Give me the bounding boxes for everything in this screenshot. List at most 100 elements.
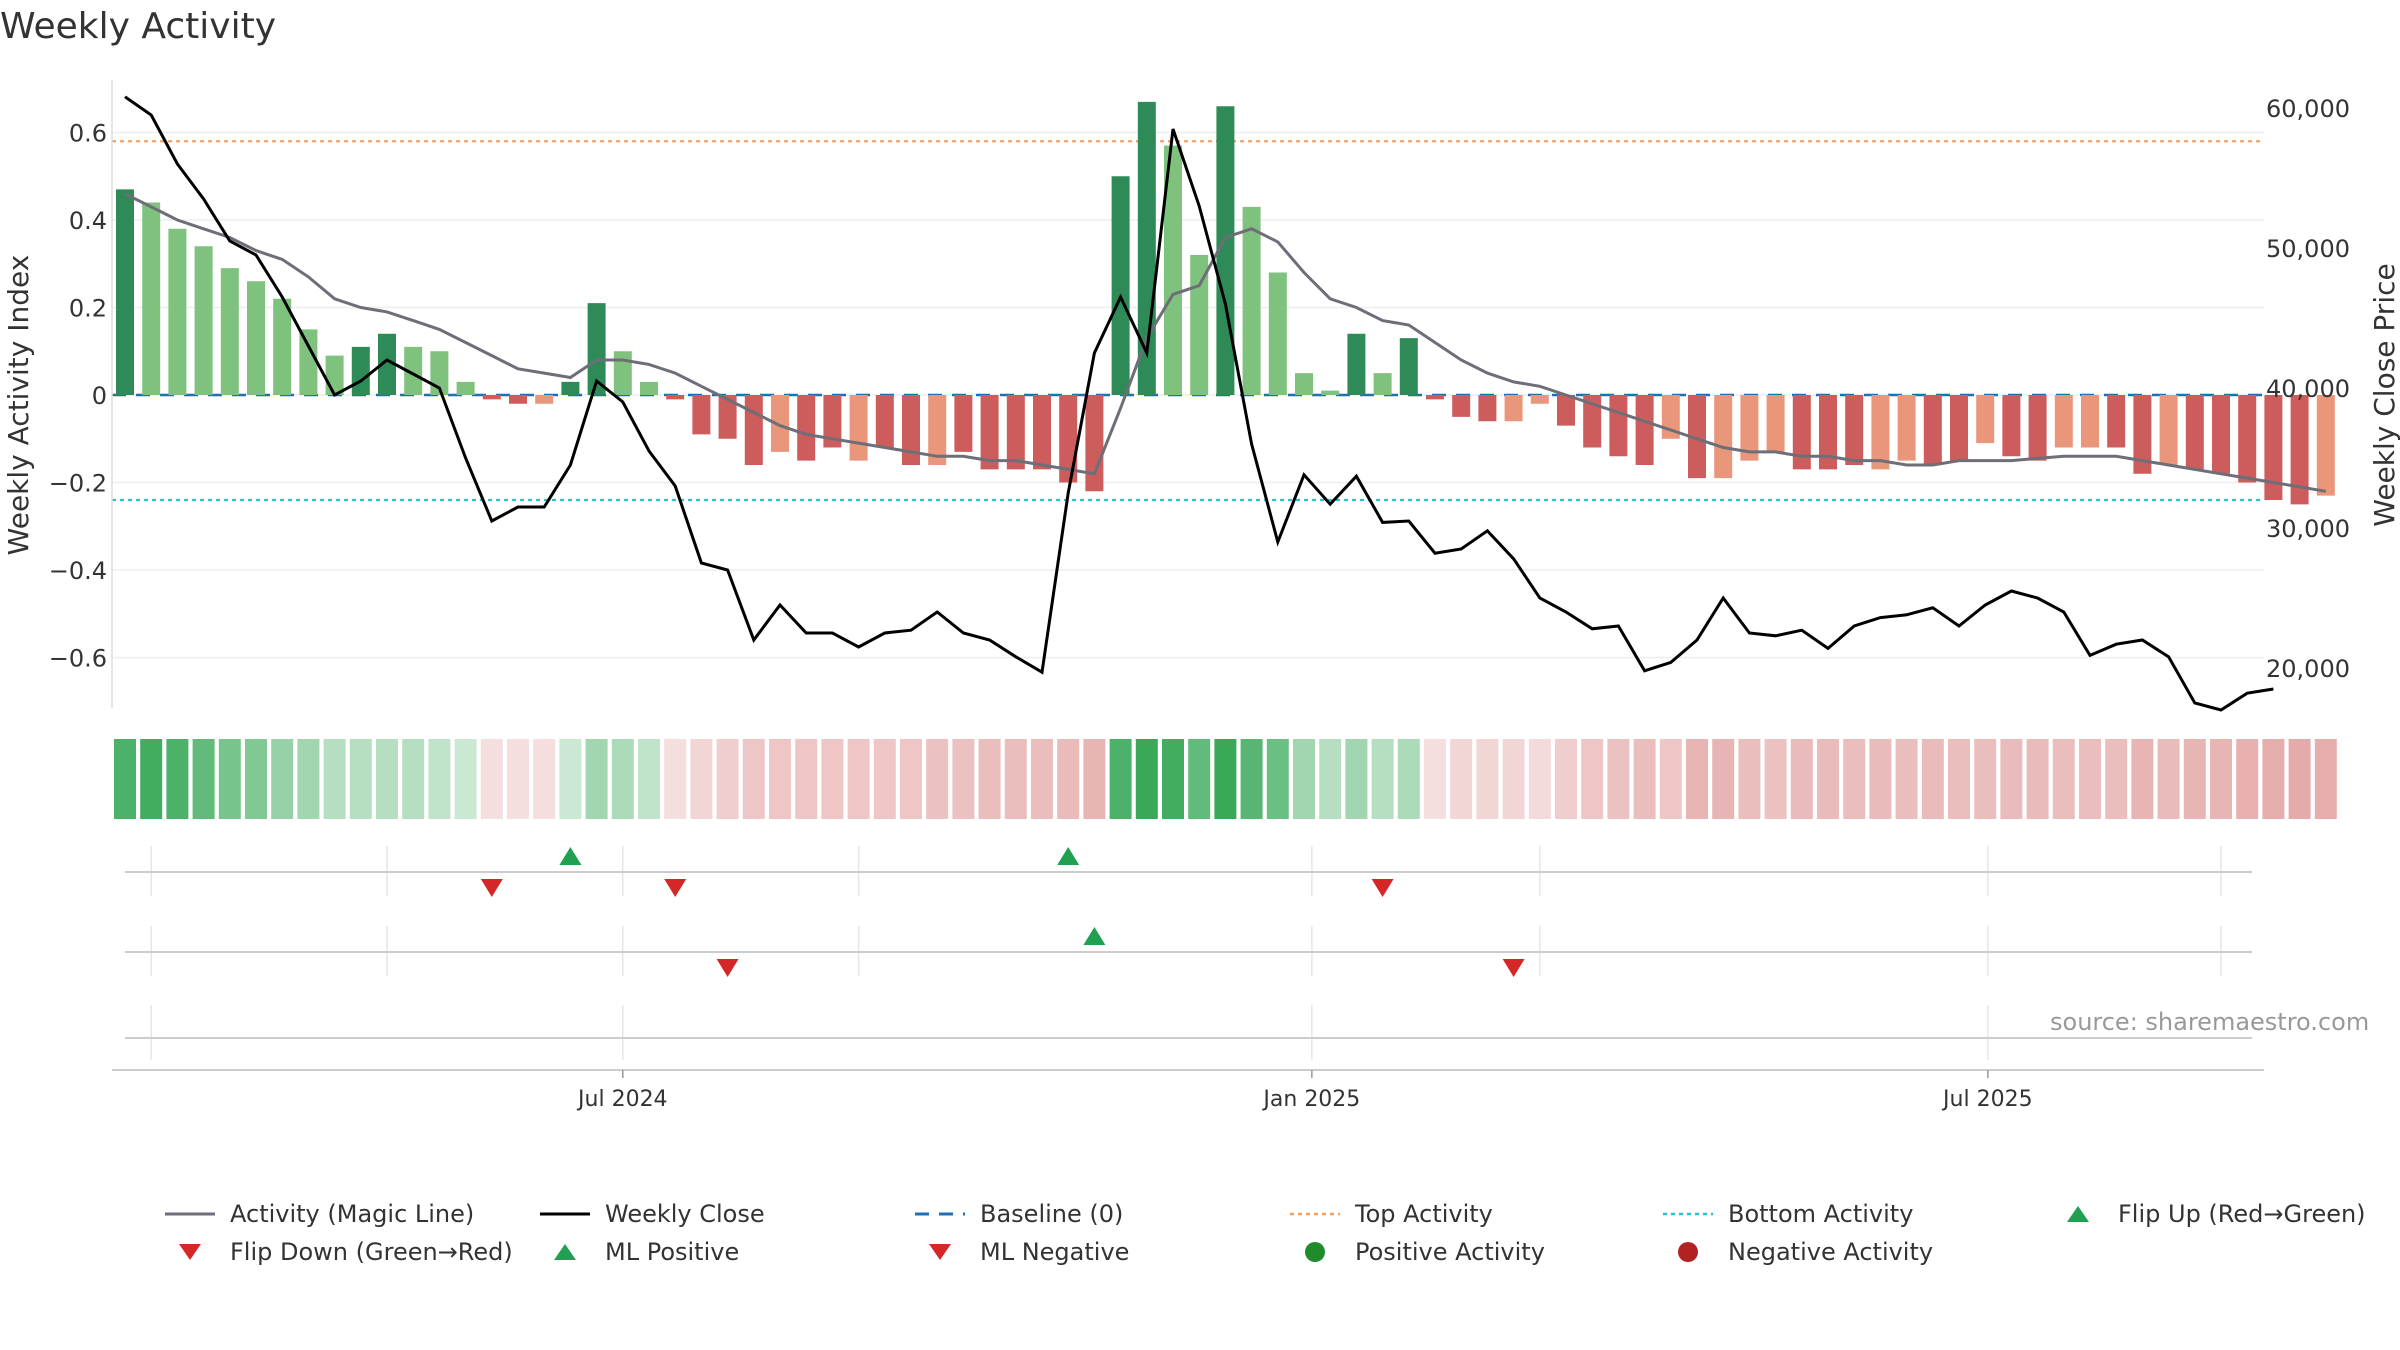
activity-bar — [1426, 395, 1444, 400]
activity-bar — [1819, 395, 1837, 470]
heat-cell — [192, 739, 215, 819]
axes: 0.6 0.4 0.2 0 −0.2 −0.4 −0.6 60,000 50,000 40,000… — [49, 80, 2350, 708]
activity-bar — [1295, 373, 1313, 395]
activity-bar — [2028, 395, 2047, 461]
activity-bar — [771, 395, 789, 452]
heat-cell — [978, 739, 1001, 819]
activity-bar — [954, 395, 973, 452]
activity-bar — [1766, 395, 1785, 452]
heat-cell — [1031, 739, 1053, 819]
y2-tick-label: 50,000 — [2266, 235, 2350, 263]
line-legend-icon — [540, 1212, 590, 1216]
heat-cell — [1109, 739, 1132, 819]
activity-bar — [1033, 395, 1051, 470]
activity-bar — [1268, 272, 1287, 395]
heat-cell — [1712, 739, 1735, 819]
heat-cell — [297, 739, 320, 819]
activity-bar — [718, 395, 737, 439]
heat-cell — [1135, 739, 1158, 819]
y-tick-label: −0.4 — [49, 557, 107, 585]
activity-bar — [1714, 395, 1733, 479]
activity-bar — [2054, 395, 2073, 448]
heat-cell — [1738, 739, 1761, 819]
x-tick-label: Jan 2025 — [1261, 1087, 1360, 1112]
activity-bar — [1452, 395, 1471, 417]
heat-cell — [847, 739, 870, 819]
heat-cell — [245, 739, 267, 819]
activity-bar — [378, 333, 396, 395]
legend-label: Flip Up (Red→Green) — [2118, 1200, 2366, 1228]
heat-cell — [2105, 739, 2128, 819]
activity-bar — [1242, 206, 1261, 395]
x-tick-label: Jul 2025 — [1941, 1087, 2033, 1112]
heat-cell — [1528, 739, 1551, 819]
activity-bar — [1006, 395, 1025, 470]
activity-bar — [1164, 145, 1182, 395]
heat-cell — [821, 739, 844, 819]
heat-cell — [1581, 739, 1604, 819]
activity-bar — [928, 395, 947, 465]
activity-bar — [902, 395, 920, 465]
legend-item: ML Negative — [910, 1238, 1129, 1266]
activity-bar — [744, 395, 763, 465]
heat-cell — [166, 739, 189, 819]
heat-cell — [664, 739, 687, 819]
activity-bar — [1504, 395, 1523, 422]
tri-up-legend-icon — [2067, 1206, 2089, 1222]
activity-bar — [1399, 338, 1418, 395]
heat-cell — [1502, 739, 1525, 819]
heat-cell — [2026, 739, 2049, 819]
heat-cell — [1633, 739, 1656, 819]
y-tick-label: 0.2 — [69, 295, 107, 323]
heat-cell — [1659, 739, 1682, 819]
heat-cell — [2052, 739, 2075, 819]
activity-bar — [1190, 255, 1209, 395]
heat-cell — [1764, 739, 1787, 819]
heat-cell — [1948, 739, 1970, 819]
heat-cell — [1057, 739, 1080, 819]
activity-bar — [1740, 395, 1759, 461]
activity-bar — [2185, 395, 2204, 470]
heat-cell — [218, 739, 241, 819]
legend-item: Negative Activity — [1658, 1238, 1933, 1266]
heat-cell — [1607, 739, 1630, 819]
chart-title: Weekly Activity — [0, 6, 277, 47]
series-lines — [124, 95, 2327, 712]
activity-bar — [1321, 390, 1340, 395]
activity-bar — [640, 381, 658, 395]
dot-line-legend-icon — [1663, 1212, 1713, 1216]
heat-cell — [795, 739, 818, 819]
activity-bar — [247, 281, 265, 395]
activity-bar — [1111, 176, 1130, 395]
circle-legend-icon — [1678, 1242, 1698, 1262]
heat-cell — [769, 739, 791, 819]
activity-bar — [116, 189, 134, 395]
activity-bar — [1871, 395, 1890, 470]
activity-bar — [1897, 395, 1916, 461]
activity-bar — [535, 395, 554, 404]
activity-bar — [1478, 395, 1497, 422]
heat-cell — [1555, 739, 1577, 819]
y2-tick-label: 30,000 — [2266, 515, 2350, 543]
flip-down-marker — [480, 879, 503, 897]
y-tick-label: 0.6 — [69, 120, 107, 148]
dash-legend-icon — [915, 1212, 965, 1216]
flip-up-marker — [559, 847, 582, 865]
heat-cell — [1974, 739, 1997, 819]
legend-item: Baseline (0) — [910, 1200, 1123, 1228]
heat-cell — [376, 739, 398, 819]
activity-bar — [666, 395, 685, 400]
heat-cell — [926, 739, 949, 819]
activity-bar — [1688, 395, 1706, 479]
activity-bar — [2002, 395, 2021, 457]
activity-bar — [2107, 395, 2126, 448]
heat-cell — [1450, 739, 1473, 819]
reference-lines — [112, 140, 2264, 502]
flip-up-marker — [1057, 847, 1080, 865]
flip-up-marker — [1083, 927, 1106, 945]
heat-cell — [140, 739, 163, 819]
activity-bar — [1950, 395, 1968, 461]
activity-bar — [1609, 395, 1628, 457]
y-tick-label: −0.6 — [49, 645, 107, 673]
